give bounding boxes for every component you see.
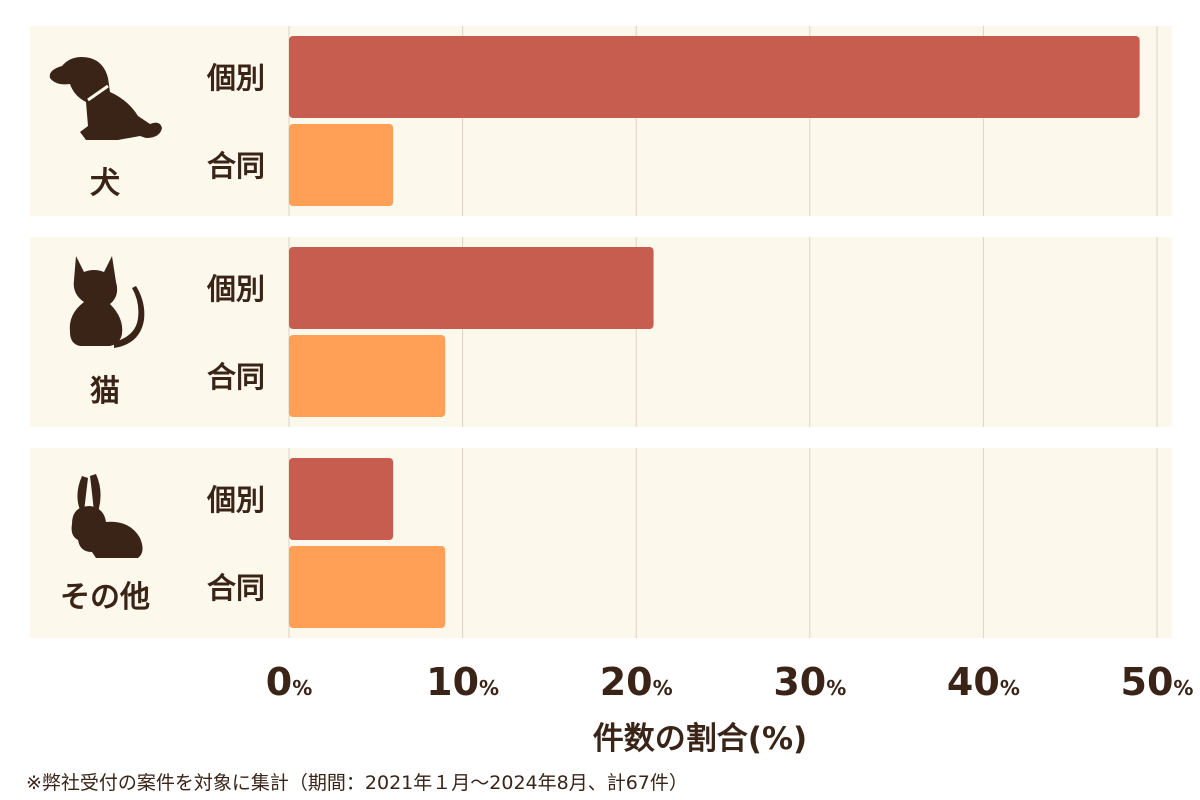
- x-tick-label: 50%: [1121, 660, 1194, 704]
- x-tick-label: 20%: [600, 660, 673, 704]
- bar-joint: [289, 124, 394, 206]
- bar-individual: [289, 36, 1140, 118]
- group-label: その他: [60, 580, 150, 615]
- group-label: 犬: [90, 166, 120, 201]
- cat-icon: [69, 256, 145, 348]
- x-axis-title: 件数の割合(%): [592, 721, 808, 757]
- rabbit-icon: [71, 474, 143, 558]
- x-tick-label: 30%: [773, 660, 846, 704]
- bar-joint: [289, 335, 446, 417]
- x-tick-label: 0%: [266, 660, 313, 704]
- series-label: 合同: [207, 360, 265, 394]
- series-label: 合同: [207, 571, 265, 605]
- dog-icon: [49, 57, 162, 140]
- x-tick-label: 10%: [426, 660, 499, 704]
- series-label: 個別: [206, 272, 265, 306]
- bar-individual: [289, 247, 654, 329]
- series-label: 個別: [206, 483, 265, 517]
- group-label: 猫: [90, 374, 120, 409]
- series-label: 個別: [206, 61, 265, 95]
- footnote: ※弊社受付の案件を対象に集計（期間：2021年１月〜2024年8月、計67件）: [26, 772, 688, 794]
- series-label: 合同: [207, 149, 265, 183]
- group-panel: [30, 448, 1172, 638]
- bar-individual: [289, 458, 394, 540]
- x-tick-label: 40%: [947, 660, 1020, 704]
- bar-joint: [289, 546, 446, 628]
